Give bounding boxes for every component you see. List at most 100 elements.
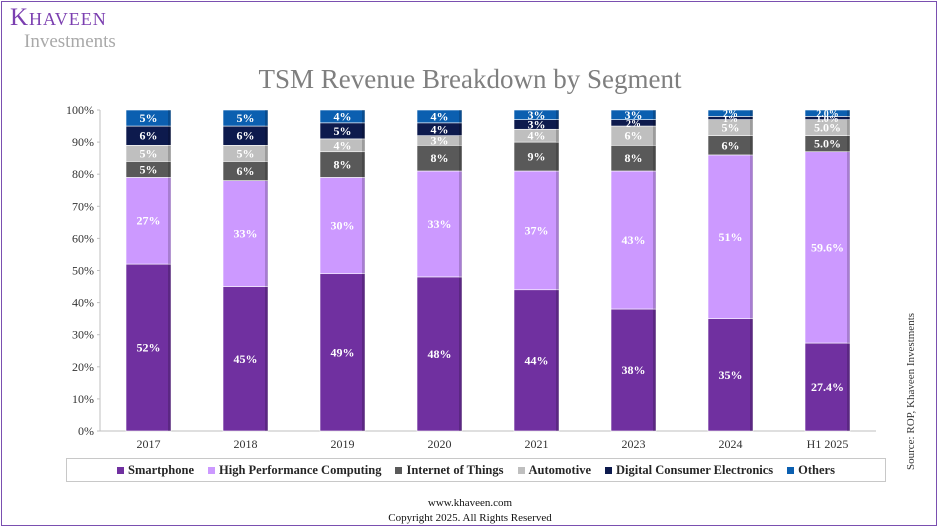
bar-segment-shade [265, 161, 268, 181]
data-label: 4% [431, 122, 449, 136]
data-label: 45% [234, 352, 258, 366]
data-label: 5.0% [814, 121, 841, 135]
data-label: 27.4% [811, 380, 844, 394]
data-label: 38% [622, 363, 646, 377]
y-tick-label: 30% [72, 328, 94, 342]
bar-segment-shade [653, 126, 656, 146]
bar-segment-shade [459, 135, 462, 146]
legend-label: High Performance Computing [219, 462, 382, 477]
y-tick-label: 50% [72, 264, 94, 278]
legend-label: Others [798, 462, 835, 477]
data-label: 6% [237, 129, 255, 143]
bar-segment-shade [556, 142, 559, 171]
data-label: 5.0% [814, 137, 841, 151]
data-label: 8% [431, 151, 449, 165]
bar-segment-shade [847, 343, 850, 431]
bar-segment [707, 109, 754, 117]
legend-swatch [787, 466, 795, 474]
bar-segment [513, 170, 560, 291]
data-label: 8% [625, 151, 643, 165]
bar-segment-shade [459, 276, 462, 431]
bar-segment-shade [653, 110, 656, 120]
y-tick-label: 10% [72, 392, 94, 406]
bar-segment [513, 289, 560, 432]
data-label: 3% [528, 108, 546, 122]
legend-swatch [517, 466, 525, 474]
data-label: 48% [428, 347, 452, 361]
bar-segment [319, 177, 366, 275]
bar-segment-shade [265, 180, 268, 287]
chart-source: Source: ROP, Khaveen Investments [905, 312, 917, 470]
bar-segment-shade [847, 151, 850, 344]
bar-segment-shade [847, 119, 850, 136]
x-tick-label: 2024 [719, 437, 743, 451]
bar-segment [125, 109, 172, 127]
data-label: 6% [237, 164, 255, 178]
data-label: 4% [431, 109, 449, 123]
bar-segment-shade [168, 110, 171, 127]
bar-segment-shade [750, 318, 753, 431]
data-label: 5% [140, 162, 158, 176]
data-label: 49% [331, 345, 355, 359]
bar-segment-shade [847, 110, 850, 117]
bar-segment-shade [556, 129, 559, 143]
legend-entry: Internet of Things [395, 463, 504, 478]
bar-segment [319, 273, 366, 432]
bar-segment-shade [265, 286, 268, 431]
x-tick-label: 2020 [428, 437, 452, 451]
bar-segment [222, 180, 269, 287]
bar-segment-shade [265, 145, 268, 162]
data-label: 6% [722, 138, 740, 152]
bar-segment [707, 154, 754, 319]
legend-entry: Smartphone [117, 463, 194, 478]
bar-segment [125, 263, 172, 432]
legend-label: Smartphone [128, 462, 194, 477]
bar-segment-shade [653, 119, 656, 127]
bar-segment-shade [750, 154, 753, 319]
bar-segment [804, 109, 851, 117]
bar-segment-shade [750, 110, 753, 117]
data-label: 30% [331, 219, 355, 233]
data-label: 3% [625, 108, 643, 122]
data-label: 33% [428, 217, 452, 231]
data-label: 4% [528, 129, 546, 143]
bar-segment-shade [847, 116, 850, 120]
y-tick-label: 90% [72, 135, 94, 149]
data-label: 52% [137, 341, 161, 355]
data-label: 9% [528, 150, 546, 164]
data-label: 35% [719, 368, 743, 382]
bar-segment-shade [556, 170, 559, 290]
data-label: 44% [525, 353, 549, 367]
y-tick-label: 70% [72, 199, 94, 213]
bar-segment-shade [265, 126, 268, 146]
data-label: 2.0% [816, 109, 839, 120]
y-tick-label: 60% [72, 231, 94, 245]
bar-segment [125, 177, 172, 265]
data-label: 33% [234, 227, 258, 241]
data-label: 6% [140, 129, 158, 143]
x-tick-label: 2018 [234, 437, 258, 451]
x-tick-label: 2023 [622, 437, 646, 451]
bar-segment-shade [750, 119, 753, 136]
data-label: 6% [625, 129, 643, 143]
data-label: 5% [237, 146, 255, 160]
legend-entry: High Performance Computing [208, 463, 381, 478]
bar-segment-shade [556, 289, 559, 431]
bar-segment-shade [653, 309, 656, 431]
bar-segment-shade [459, 122, 462, 136]
legend-label: Automotive [528, 462, 592, 477]
data-label: 27% [137, 214, 161, 228]
brand-logo: Khaveen Investments [10, 4, 116, 52]
y-tick-label: 40% [72, 296, 94, 310]
data-label: 51% [719, 230, 743, 244]
bar-segment-shade [168, 177, 171, 265]
x-tick-label: 2019 [331, 437, 355, 451]
bar-segment-shade [459, 145, 462, 171]
footer-copyright: Copyright 2025. All Rights Reserved [388, 512, 552, 524]
bar-segment [707, 318, 754, 432]
data-label: 43% [622, 233, 646, 247]
bar-segment [610, 145, 657, 172]
y-tick-label: 80% [72, 167, 94, 181]
